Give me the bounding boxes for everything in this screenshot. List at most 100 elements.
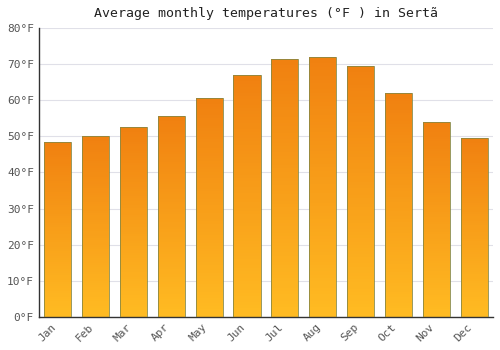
Bar	[422, 178, 450, 180]
Bar	[460, 247, 488, 250]
Bar	[309, 112, 336, 116]
Bar	[460, 245, 488, 247]
Bar	[120, 198, 147, 201]
Bar	[234, 111, 260, 114]
Bar	[196, 150, 223, 153]
Bar	[120, 189, 147, 191]
Bar	[234, 217, 260, 220]
Bar	[44, 308, 72, 310]
Bar	[271, 59, 298, 317]
Bar	[158, 314, 185, 317]
Bar	[234, 287, 260, 289]
Bar	[460, 279, 488, 281]
Bar	[158, 254, 185, 257]
Bar	[271, 178, 298, 181]
Bar	[44, 144, 72, 146]
Bar	[271, 126, 298, 130]
Bar	[460, 312, 488, 315]
Bar	[347, 141, 374, 144]
Bar	[158, 247, 185, 249]
Bar	[44, 164, 72, 166]
Bar	[460, 261, 488, 263]
Bar	[422, 290, 450, 293]
Bar	[158, 129, 185, 132]
Bar	[309, 229, 336, 232]
Bar	[234, 93, 260, 96]
Bar	[196, 246, 223, 248]
Bar	[422, 190, 450, 192]
Bar	[460, 205, 488, 207]
Bar	[120, 307, 147, 310]
Bar	[82, 150, 109, 152]
Bar	[347, 122, 374, 126]
Bar	[347, 132, 374, 135]
Bar	[271, 110, 298, 113]
Bar	[309, 83, 336, 86]
Bar	[271, 204, 298, 207]
Bar	[44, 297, 72, 299]
Bar	[460, 196, 488, 198]
Bar	[347, 69, 374, 72]
Bar	[347, 154, 374, 157]
Bar	[234, 311, 260, 314]
Bar	[158, 147, 185, 149]
Bar	[385, 294, 412, 297]
Bar	[82, 229, 109, 231]
Bar	[120, 279, 147, 281]
Bar	[385, 224, 412, 227]
Bar	[120, 222, 147, 224]
Bar	[309, 248, 336, 252]
Bar	[385, 183, 412, 186]
Bar	[347, 119, 374, 122]
Bar	[385, 93, 412, 96]
Bar	[82, 247, 109, 249]
Bar	[82, 190, 109, 193]
Bar	[196, 153, 223, 156]
Bar	[120, 210, 147, 212]
Bar	[234, 120, 260, 123]
Bar	[158, 177, 185, 179]
Bar	[271, 230, 298, 233]
Bar	[271, 207, 298, 210]
Bar	[158, 149, 185, 152]
Bar	[44, 258, 72, 260]
Bar	[44, 301, 72, 304]
Bar	[347, 273, 374, 276]
Bar	[196, 303, 223, 306]
Bar	[271, 104, 298, 107]
Bar	[309, 310, 336, 314]
Bar	[44, 290, 72, 293]
Bar	[460, 198, 488, 201]
Bar	[271, 210, 298, 214]
Bar	[196, 271, 223, 273]
Bar	[196, 300, 223, 303]
Bar	[460, 265, 488, 268]
Bar	[347, 257, 374, 260]
Bar	[309, 57, 336, 60]
Bar	[460, 243, 488, 245]
Bar	[44, 190, 72, 192]
Bar	[158, 304, 185, 307]
Bar	[385, 144, 412, 146]
Bar	[271, 94, 298, 97]
Bar	[347, 66, 374, 69]
Bar	[460, 315, 488, 317]
Bar	[460, 234, 488, 236]
Bar	[158, 154, 185, 156]
Bar	[196, 164, 223, 167]
Bar	[347, 116, 374, 119]
Bar	[196, 248, 223, 251]
Bar	[385, 113, 412, 116]
Bar	[460, 259, 488, 261]
Bar	[82, 272, 109, 274]
Bar	[422, 268, 450, 271]
Bar	[196, 177, 223, 180]
Bar	[196, 238, 223, 240]
Bar	[234, 274, 260, 278]
Bar	[422, 146, 450, 149]
Bar	[347, 248, 374, 251]
Bar	[120, 265, 147, 267]
Bar	[158, 162, 185, 164]
Bar	[234, 75, 260, 78]
Bar	[347, 191, 374, 195]
